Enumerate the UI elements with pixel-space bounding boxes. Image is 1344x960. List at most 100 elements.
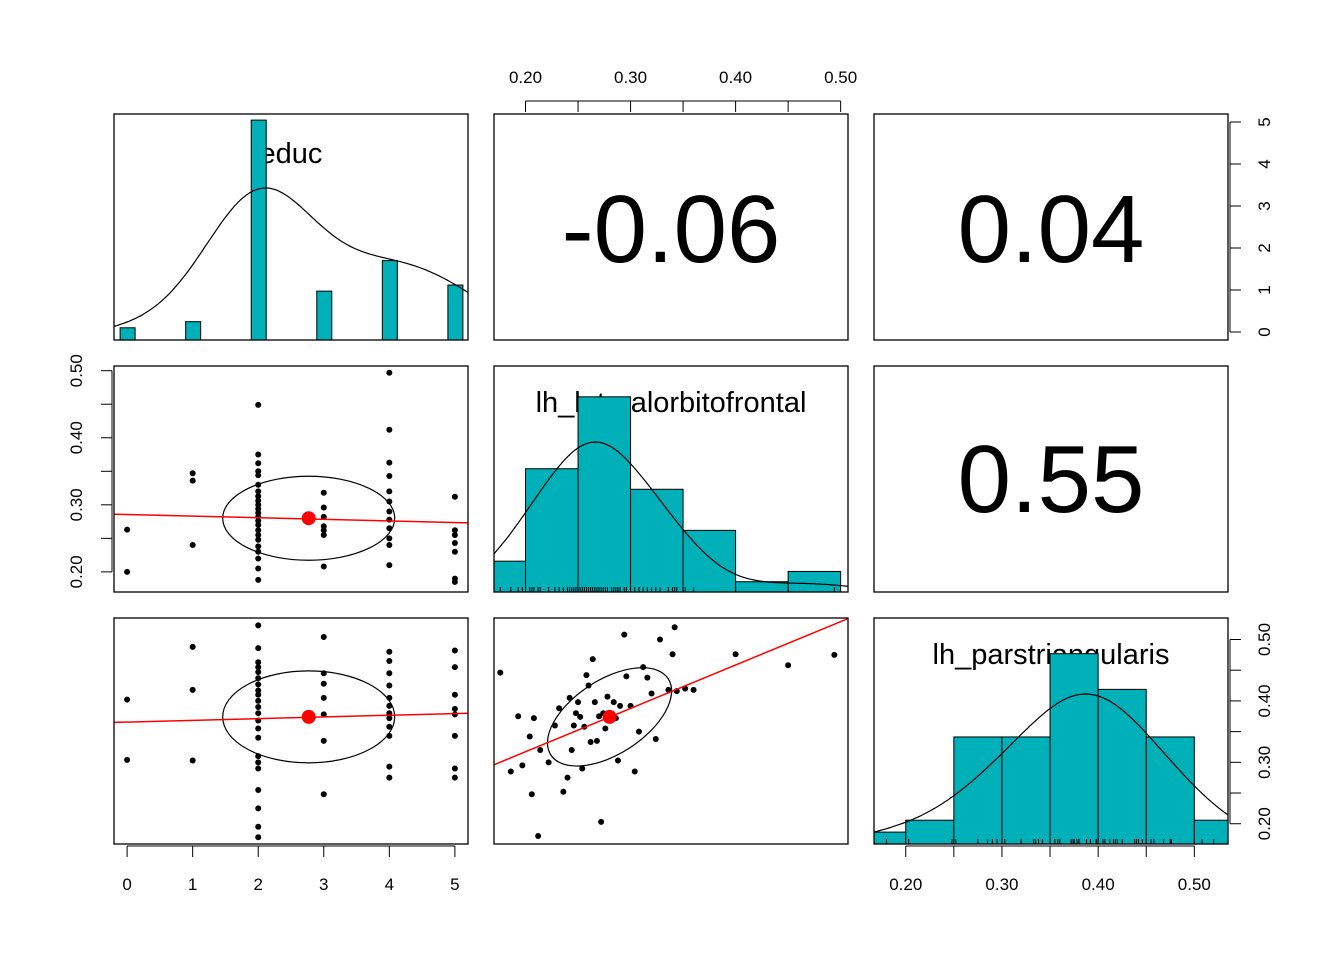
data-point <box>255 734 262 741</box>
left-axis-tick-label: 0.30 <box>67 488 86 521</box>
pt-axis-tick-label: 0.40 <box>1082 875 1115 894</box>
data-point <box>537 747 544 754</box>
data-point <box>386 723 393 730</box>
histogram-bar <box>494 560 527 592</box>
data-point <box>579 765 586 772</box>
data-point <box>386 459 393 466</box>
data-point <box>124 756 131 763</box>
data-point <box>320 513 327 520</box>
data-point <box>386 498 393 505</box>
data-point <box>386 472 393 479</box>
panel-frame <box>873 113 1229 341</box>
top-axis-tick-label: 0.30 <box>614 68 647 87</box>
correlation-value: -0.06 <box>562 176 781 283</box>
pt-right-tick-label: 0.50 <box>1255 623 1274 656</box>
panel-frame <box>873 365 1229 593</box>
data-point <box>255 664 262 671</box>
correlation-value: 0.04 <box>958 176 1145 283</box>
data-point <box>386 562 393 569</box>
data-point <box>551 722 558 729</box>
data-point <box>785 662 792 669</box>
panel-corr-lof-pt: 0.55 <box>958 426 1145 533</box>
histogram-bar <box>525 468 579 592</box>
left-axis-tick-label: 0.50 <box>67 354 86 387</box>
data-point <box>602 725 609 732</box>
data-point <box>189 470 196 477</box>
data-point <box>623 673 630 680</box>
data-point <box>255 488 262 495</box>
panel-frame <box>873 617 1229 845</box>
mean-point <box>301 709 316 724</box>
data-point <box>255 704 262 711</box>
data-point <box>255 555 262 562</box>
data-point <box>124 526 131 533</box>
data-point <box>568 747 575 754</box>
data-point <box>386 426 393 433</box>
histogram-bar <box>1049 653 1099 844</box>
data-point <box>519 762 526 769</box>
data-point <box>255 536 262 543</box>
top-axis-lof: 0.20 0.30 0.40 0.50 <box>509 68 857 112</box>
data-point <box>451 540 458 547</box>
right-axes: 0 1 2 3 4 5 0.20 0.30 0.40 0.50 <box>1229 117 1274 840</box>
data-point <box>189 477 196 484</box>
data-point <box>255 527 262 534</box>
educ-count-tick-label: 3 <box>1255 201 1274 210</box>
pt-right-tick-label: 0.40 <box>1255 684 1274 717</box>
panel-scatter-lof-pt <box>494 618 848 840</box>
histogram-bar <box>682 529 737 592</box>
data-point <box>189 643 196 650</box>
data-point <box>124 696 131 703</box>
data-point <box>386 525 393 532</box>
panel-frame <box>493 113 849 341</box>
data-point <box>320 527 327 534</box>
pt-right-tick-label: 0.20 <box>1255 807 1274 840</box>
data-point <box>255 669 262 676</box>
data-point <box>320 489 327 496</box>
histogram-bar <box>1097 688 1147 844</box>
data-point <box>575 699 582 706</box>
data-point <box>255 805 262 812</box>
panel-educ-histogram: educ <box>114 119 468 340</box>
data-point <box>386 542 393 549</box>
panel-scatter-educ-lof <box>114 369 468 585</box>
data-point <box>255 759 262 766</box>
data-point <box>644 674 651 681</box>
data-point <box>515 713 522 720</box>
data-point <box>386 648 393 655</box>
data-point <box>451 531 458 538</box>
data-point <box>635 728 642 735</box>
histogram-bar <box>577 396 632 592</box>
data-point <box>572 710 579 717</box>
histogram-bar <box>905 819 955 844</box>
educ-axis-tick-label: 5 <box>450 875 459 894</box>
mean-point <box>301 511 316 526</box>
top-axis-tick-label: 0.50 <box>824 68 857 87</box>
panel-frame <box>493 617 849 845</box>
data-point <box>669 651 676 658</box>
panel-lof-histogram: lh_lateralorbitofrontal <box>494 387 848 592</box>
left-axis-tick-label: 0.20 <box>67 555 86 588</box>
pt-axis-tick-label: 0.20 <box>889 875 922 894</box>
pt-right-tick-label: 0.30 <box>1255 746 1274 779</box>
correlation-ellipse <box>222 475 396 561</box>
educ-axis-tick-label: 4 <box>385 875 394 894</box>
data-point <box>617 702 624 709</box>
educ-axis-tick-label: 2 <box>253 875 262 894</box>
histogram-bar <box>953 736 1003 844</box>
data-point <box>451 548 458 555</box>
data-point <box>320 563 327 570</box>
data-point <box>451 711 458 718</box>
data-point <box>451 765 458 772</box>
data-point <box>255 659 262 666</box>
data-point <box>530 715 537 722</box>
data-point <box>320 711 327 718</box>
data-point <box>255 823 262 830</box>
data-point <box>545 759 552 766</box>
histogram-bar <box>447 284 464 340</box>
pt-axis-tick-label: 0.50 <box>1178 875 1211 894</box>
data-point <box>320 504 327 511</box>
data-point <box>386 682 393 689</box>
data-point <box>320 680 327 687</box>
left-axis-lof: 0.20 0.30 0.40 0.50 <box>67 354 113 588</box>
